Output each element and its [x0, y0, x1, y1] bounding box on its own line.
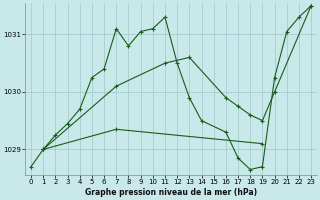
- X-axis label: Graphe pression niveau de la mer (hPa): Graphe pression niveau de la mer (hPa): [85, 188, 257, 197]
